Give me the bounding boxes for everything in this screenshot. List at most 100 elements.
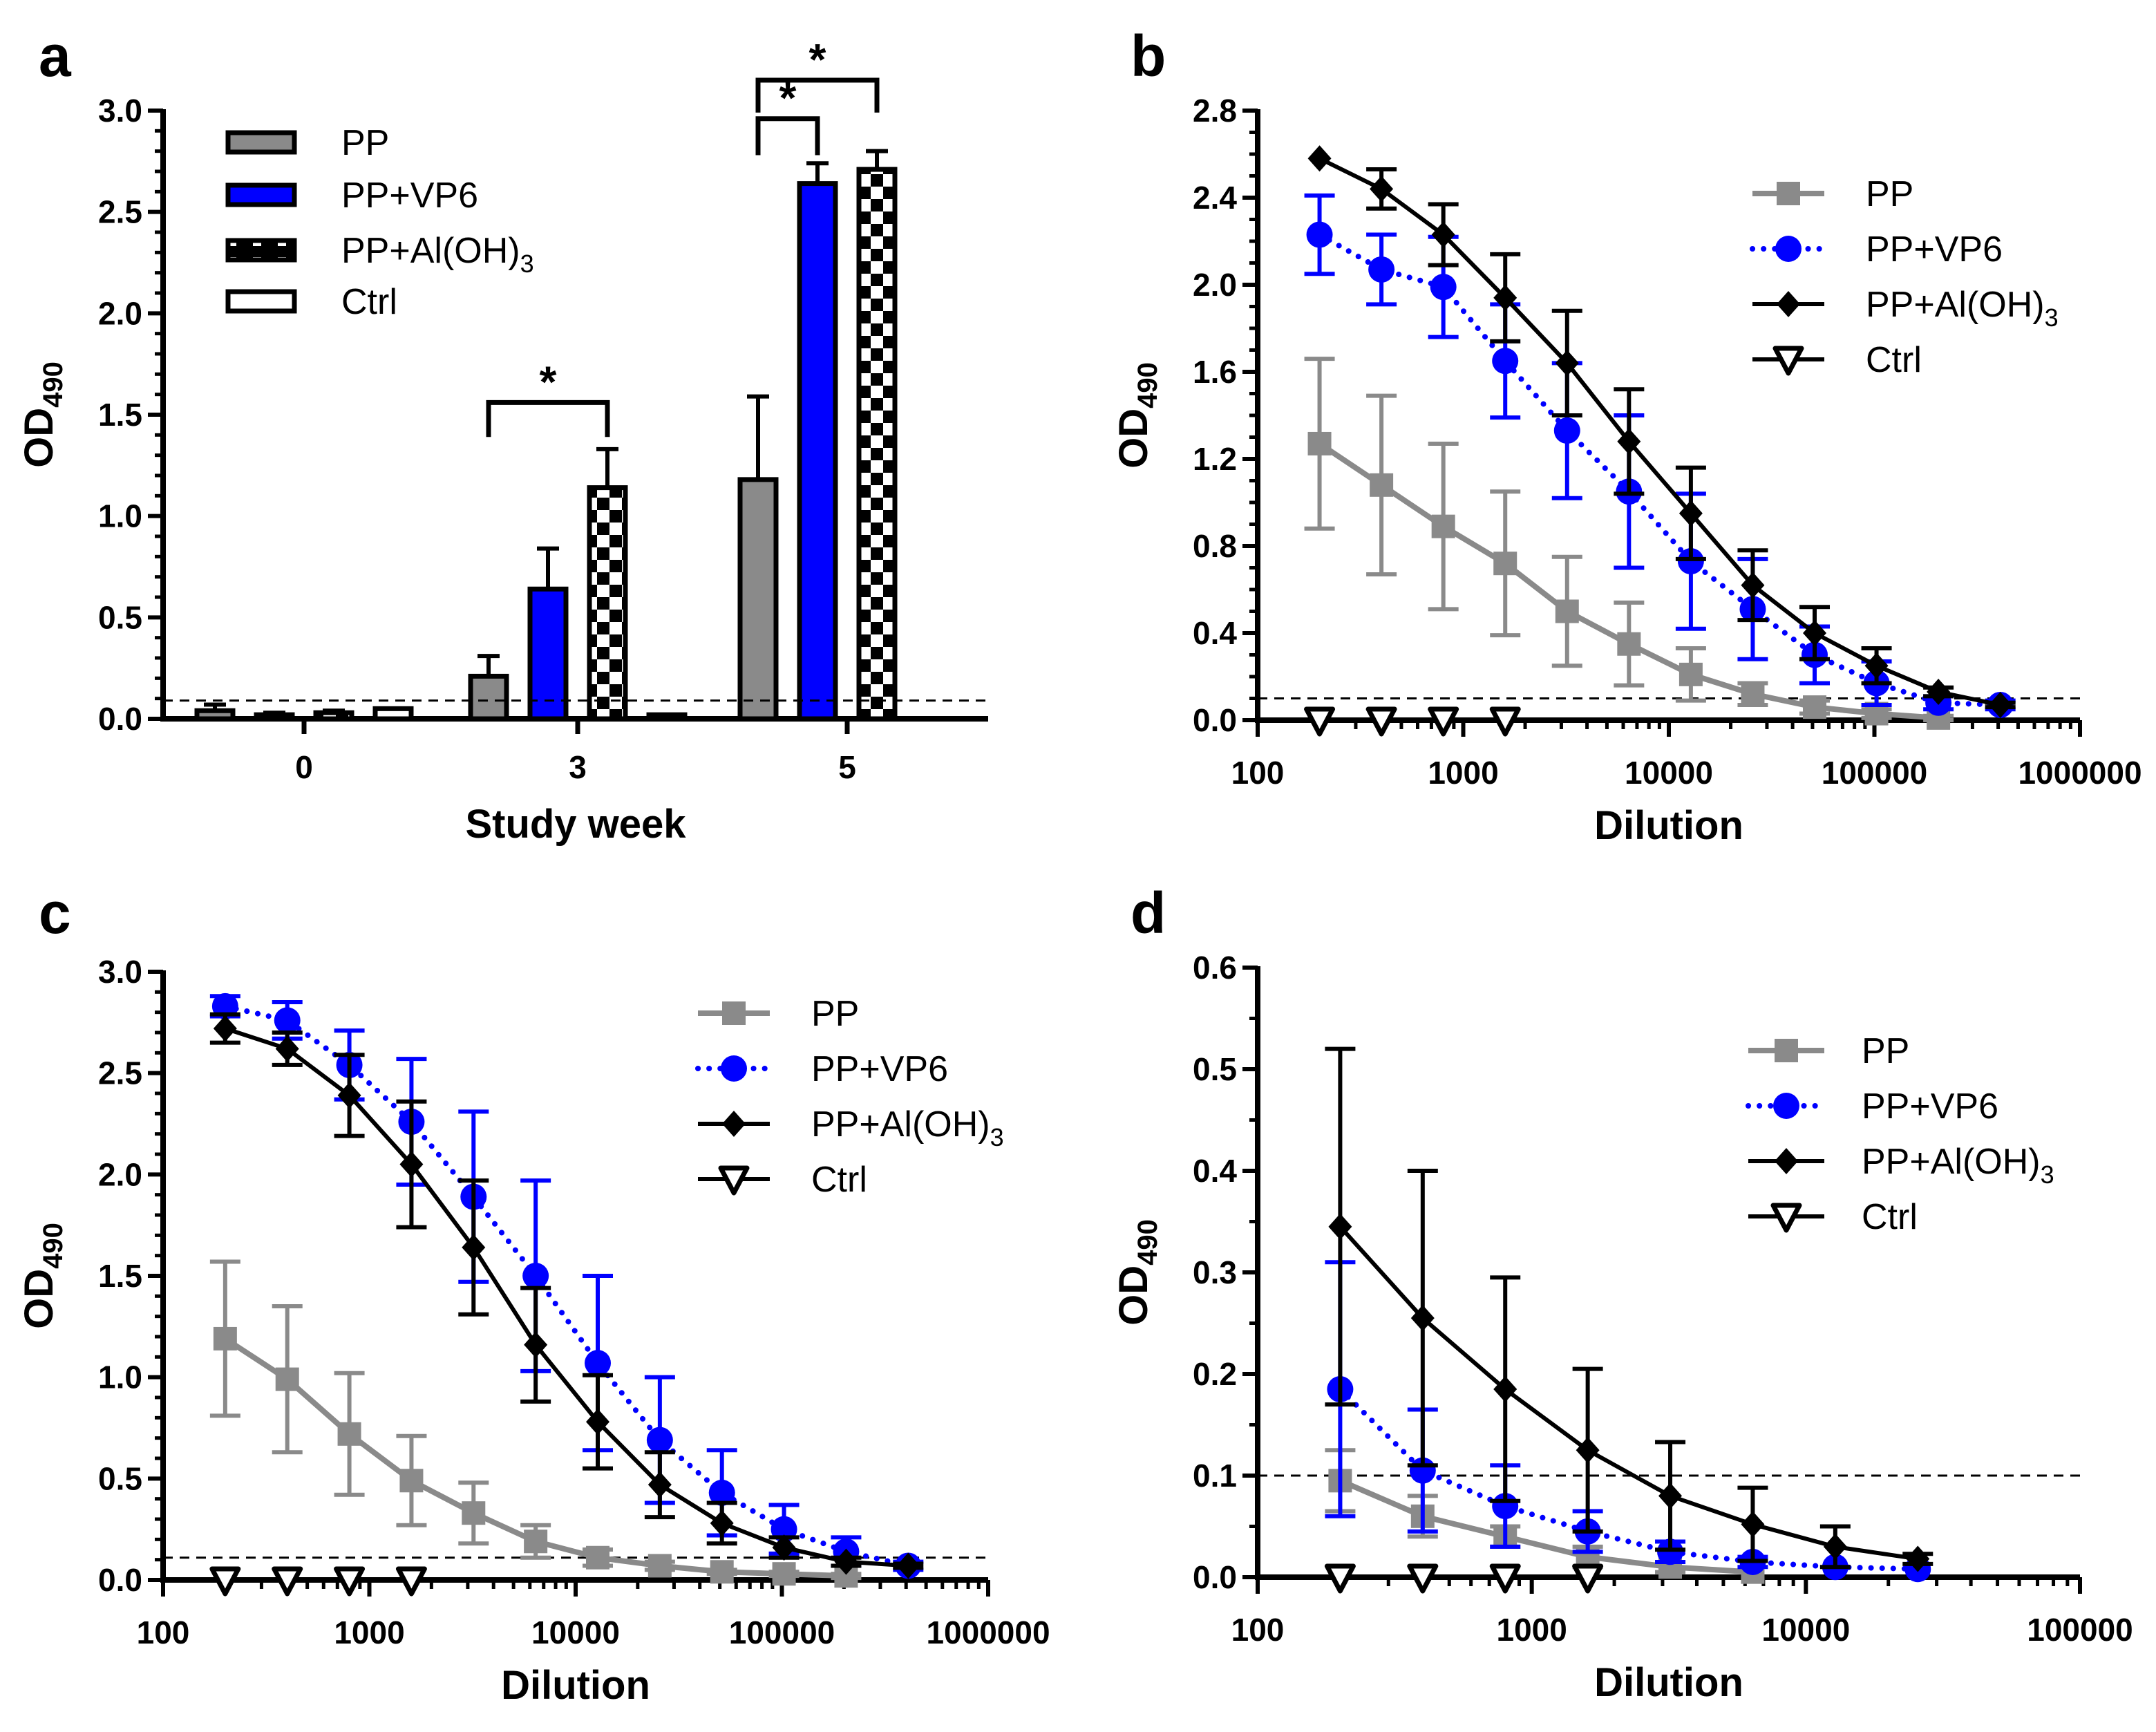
legend-label: PP+Al(OH)3	[811, 1104, 1004, 1151]
x-tick-label: 1000	[334, 1615, 404, 1650]
x-axis-title: Dilution	[1594, 1660, 1743, 1705]
panel-letter: d	[1131, 881, 1166, 945]
triangle-down-marker	[1324, 1563, 1356, 1594]
y-tick-label: 0.0	[98, 1562, 142, 1598]
square-marker	[647, 1554, 672, 1578]
diamond-marker	[722, 1111, 746, 1137]
series-line	[1318, 156, 2001, 707]
bar	[468, 673, 509, 722]
y-tick-label: 2.5	[98, 194, 142, 230]
x-tick-label: 3	[569, 749, 587, 785]
series-line	[1339, 1478, 1753, 1575]
diamond-marker	[1906, 1545, 1930, 1572]
legend-label: PP+VP6	[811, 1049, 948, 1089]
diamond-marker	[1431, 221, 1455, 248]
panel-letter: c	[39, 881, 71, 945]
significance-bracket	[755, 116, 820, 156]
y-tick-label: 0.4	[1193, 615, 1237, 651]
diamond-marker	[1679, 500, 1703, 527]
y-tick-label: 0.5	[1193, 1051, 1237, 1087]
x-tick-label: 100	[137, 1615, 190, 1650]
bar	[587, 485, 628, 722]
x-tick-label: 1000000	[2018, 755, 2141, 791]
bar	[194, 708, 236, 722]
y-tick-label: 1.0	[98, 1359, 142, 1395]
y-tick-label: 0.0	[1193, 1559, 1237, 1595]
legend-label: Ctrl	[1862, 1197, 1918, 1237]
diamond-marker	[1328, 1213, 1352, 1240]
square-marker	[524, 1529, 548, 1554]
diamond-marker	[586, 1409, 610, 1436]
panel-d-line-chart: d 100 1000 10000 100000 0.0 0.1 0.2 0.3 0.4 0.5 0.6…	[1111, 881, 2133, 1705]
square-marker	[772, 1562, 796, 1586]
y-tick-label: 3.0	[98, 93, 142, 129]
bar	[797, 181, 838, 722]
diamond-marker	[1493, 1376, 1517, 1403]
significance-bracket	[486, 399, 610, 437]
triangle-down-marker	[1304, 706, 1336, 737]
legend-label: PP+Al(OH)3	[341, 231, 534, 278]
y-tick-label: 0.5	[98, 1460, 142, 1496]
y-tick-label: 3.0	[98, 954, 142, 990]
significance-star: *	[540, 357, 557, 406]
diamond-marker	[275, 1035, 299, 1062]
legend-label: Ctrl	[341, 282, 397, 322]
legend-swatch	[225, 130, 297, 155]
triangle-down-marker	[1407, 1563, 1439, 1594]
legend-swatch	[225, 182, 297, 207]
series-ctrl	[1304, 706, 1521, 737]
x-axis-title: Dilution	[1594, 803, 1743, 848]
diamond-marker	[1864, 652, 1889, 679]
y-tick-label: 0.0	[98, 701, 142, 737]
y-tick-label: 2.0	[98, 1156, 142, 1192]
series-pp	[209, 1259, 862, 1588]
circle-marker	[721, 1055, 747, 1082]
triangle-down-marker	[1428, 706, 1459, 737]
y-tick-label: 1.6	[1193, 354, 1237, 390]
series-pp-al-oh-3	[1325, 1046, 1933, 1572]
y-tick-label: 2.0	[1193, 267, 1237, 303]
panel-letter: b	[1131, 23, 1166, 88]
square-marker	[399, 1469, 424, 1493]
diamond-marker	[1617, 428, 1641, 455]
diamond-marker	[1576, 1437, 1600, 1464]
legend-swatch	[225, 238, 297, 263]
y-axis-title: OD490	[1111, 362, 1163, 469]
y-axis-title: OD490	[17, 1223, 68, 1329]
circle-marker	[1492, 348, 1519, 375]
bar	[856, 167, 898, 722]
triangle-down-marker	[1489, 706, 1521, 737]
square-marker	[1803, 695, 1827, 719]
y-tick-label: 0.4	[1193, 1153, 1237, 1189]
circle-marker	[274, 1007, 301, 1034]
bar	[646, 712, 688, 722]
square-marker	[1777, 182, 1800, 205]
series-line	[1337, 1386, 1921, 1572]
diamond-marker	[399, 1151, 424, 1178]
triangle-down-marker	[395, 1566, 427, 1597]
square-marker	[710, 1560, 734, 1584]
triangle-down-marker	[1772, 346, 1804, 376]
legend-label: Ctrl	[811, 1160, 867, 1200]
x-axis-title: Dilution	[501, 1663, 650, 1708]
diamond-marker	[1777, 291, 1800, 317]
circle-marker	[1368, 256, 1395, 283]
square-marker	[1741, 682, 1765, 706]
legend-label: PP	[811, 994, 859, 1034]
diamond-marker	[1823, 1533, 1847, 1560]
y-axis-title: OD490	[1111, 1219, 1163, 1326]
x-tick-label: 1000000	[926, 1615, 1050, 1650]
diamond-marker	[337, 1082, 361, 1109]
triangle-down-marker	[209, 1566, 241, 1597]
y-tick-label: 2.4	[1193, 180, 1237, 216]
diamond-marker	[1988, 691, 2012, 718]
x-tick-label: 1000	[1428, 755, 1498, 791]
series-ctrl	[1324, 1563, 1604, 1594]
circle-marker	[708, 1479, 735, 1506]
series-line	[222, 1003, 911, 1569]
legend-swatch	[225, 289, 297, 314]
series-pp	[1304, 357, 1954, 730]
circle-marker	[1553, 417, 1580, 444]
y-axis-title: OD490	[17, 361, 68, 468]
series-pp-vp6	[1304, 193, 2016, 718]
